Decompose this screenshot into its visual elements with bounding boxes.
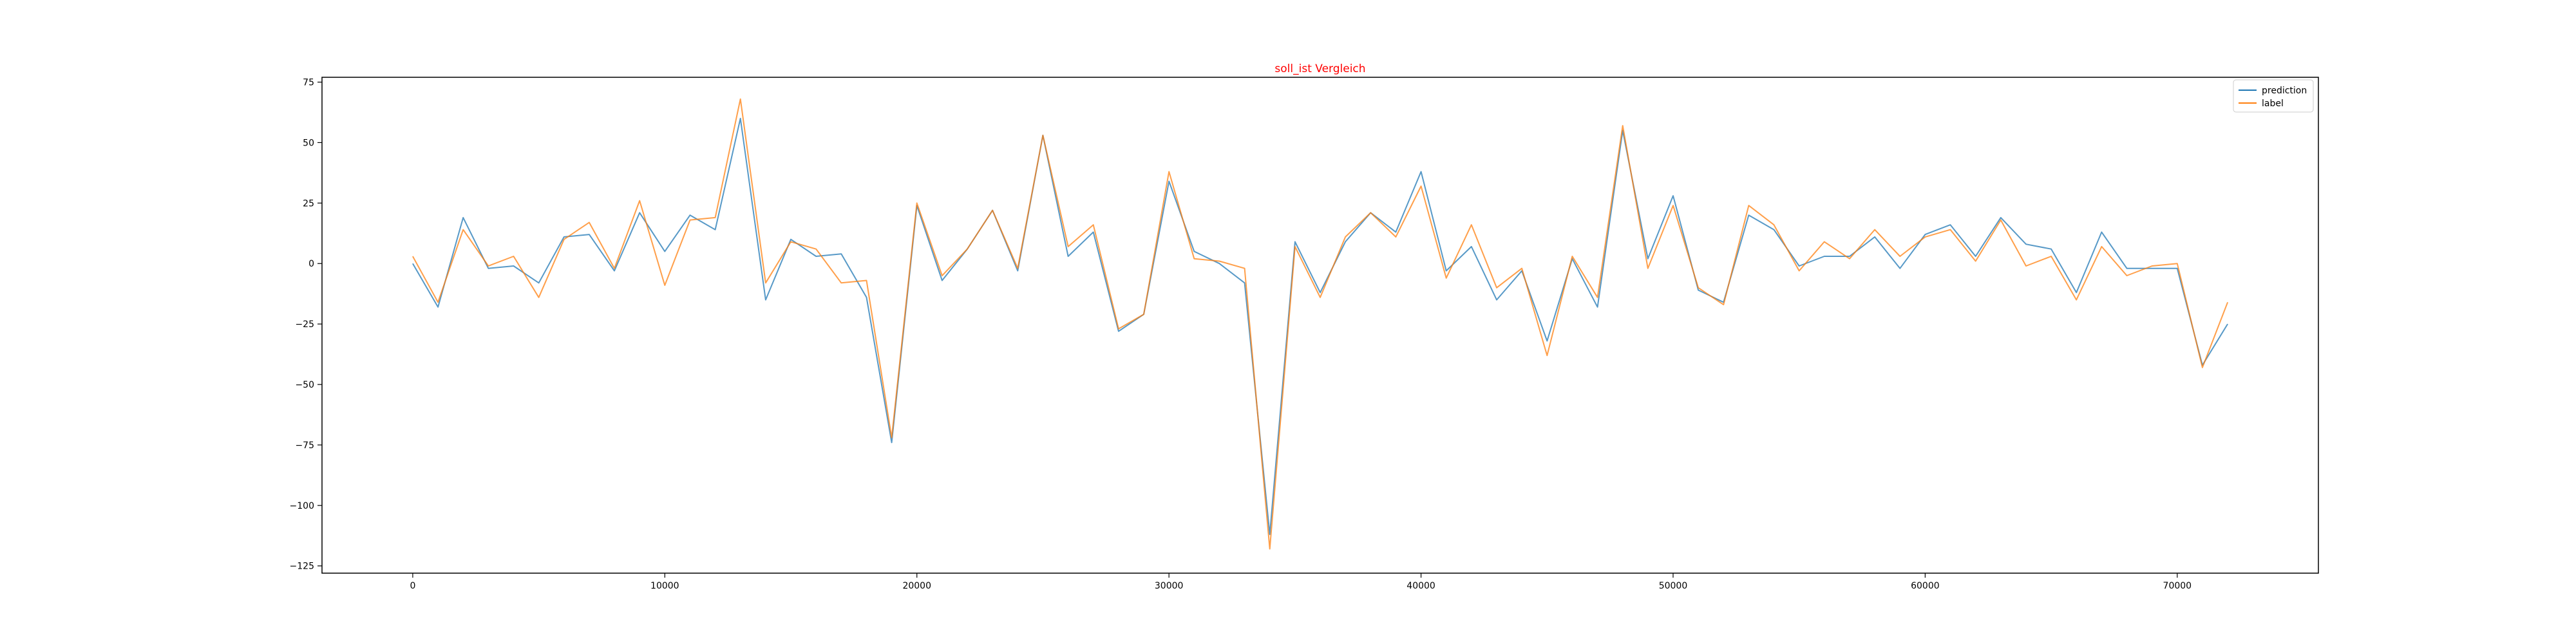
y-tick-label: −100	[290, 501, 314, 511]
x-tick-label: 50000	[1659, 581, 1688, 591]
x-axis: 0 10000 20000 30000 40000 50000 60000 70000	[410, 573, 2192, 591]
chart-title: soll_ist Vergleich	[1274, 62, 1365, 75]
x-tick-label: 10000	[650, 581, 679, 591]
x-tick-label: 0	[410, 581, 415, 591]
series-line-label	[412, 98, 2229, 550]
plot-area	[321, 77, 2319, 574]
y-tick-label: 25	[303, 198, 314, 209]
series-line-prediction	[412, 117, 2228, 535]
y-tick-label: 0	[308, 259, 314, 269]
legend-label-prediction: prediction	[2262, 86, 2307, 96]
y-tick-label: −75	[295, 440, 314, 451]
legend-box	[2233, 79, 2314, 113]
y-tick-label: 75	[303, 78, 314, 88]
legend-label-label: label	[2262, 99, 2284, 109]
y-tick-label: −50	[295, 380, 314, 390]
x-tick-label: 20000	[902, 581, 931, 591]
x-tick-label: 70000	[2163, 581, 2192, 591]
y-tick-label: −125	[290, 562, 314, 572]
x-tick-label: 60000	[1911, 581, 1940, 591]
x-tick-label: 40000	[1406, 581, 1435, 591]
y-tick-label: −25	[295, 319, 314, 330]
y-tick-label: 50	[303, 138, 314, 148]
series-layer	[412, 98, 2229, 550]
x-tick-label: 30000	[1155, 581, 1184, 591]
legend: prediction label	[2233, 79, 2314, 113]
y-axis: 75 50 25 0 −25 −50 −75 −100 −125	[290, 78, 322, 572]
